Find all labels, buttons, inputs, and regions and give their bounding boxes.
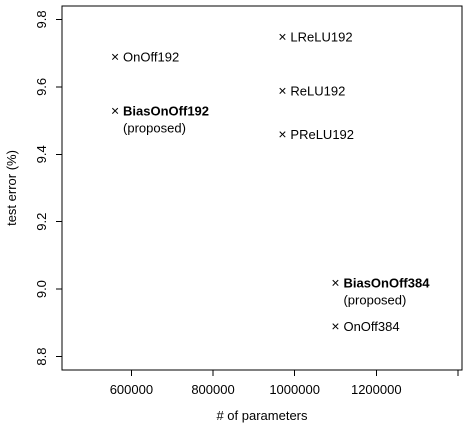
y-tick-label: 9.8: [34, 10, 49, 28]
data-point-marker: ×: [331, 274, 339, 290]
data-point-label: PReLU192: [290, 127, 354, 142]
data-point-marker: ×: [278, 126, 286, 142]
y-tick-label: 9.6: [34, 78, 49, 96]
y-tick-label: 9.0: [34, 280, 49, 298]
y-tick-label: 8.8: [34, 347, 49, 365]
y-axis-title: test error (%): [4, 150, 19, 226]
x-tick-label: 600000: [110, 382, 153, 397]
y-tick-label: 9.4: [34, 145, 49, 163]
x-tick-label: 1200000: [351, 382, 402, 397]
data-point-marker: ×: [278, 28, 286, 44]
data-point-label: BiasOnOff192: [123, 103, 209, 118]
data-point-note: (proposed): [123, 120, 186, 135]
x-tick-label: 1000000: [269, 382, 320, 397]
data-point-label: LReLU192: [290, 29, 352, 44]
y-tick-label: 9.2: [34, 213, 49, 231]
data-point-marker: ×: [278, 82, 286, 98]
x-tick-label: 800000: [191, 382, 234, 397]
data-point-marker: ×: [111, 102, 119, 118]
data-point-label: ReLU192: [290, 83, 345, 98]
data-point-label: OnOff192: [123, 50, 179, 65]
axes-layer: 8.8 9.0 9.2 9.4 9.6 9.8 600000 800000 1000000 120…: [34, 5, 463, 397]
plot-frame: [61, 5, 463, 371]
points-layer: × OnOff192 × BiasOnOff192 (proposed) × LReLU19…: [111, 28, 430, 334]
x-axis-title: # of parameters: [216, 408, 308, 423]
data-point-marker: ×: [111, 49, 119, 65]
data-point-marker: ×: [331, 318, 339, 334]
data-point-label: OnOff384: [343, 319, 399, 334]
data-point-label: BiasOnOff384: [343, 275, 430, 290]
data-point-note: (proposed): [343, 292, 406, 307]
